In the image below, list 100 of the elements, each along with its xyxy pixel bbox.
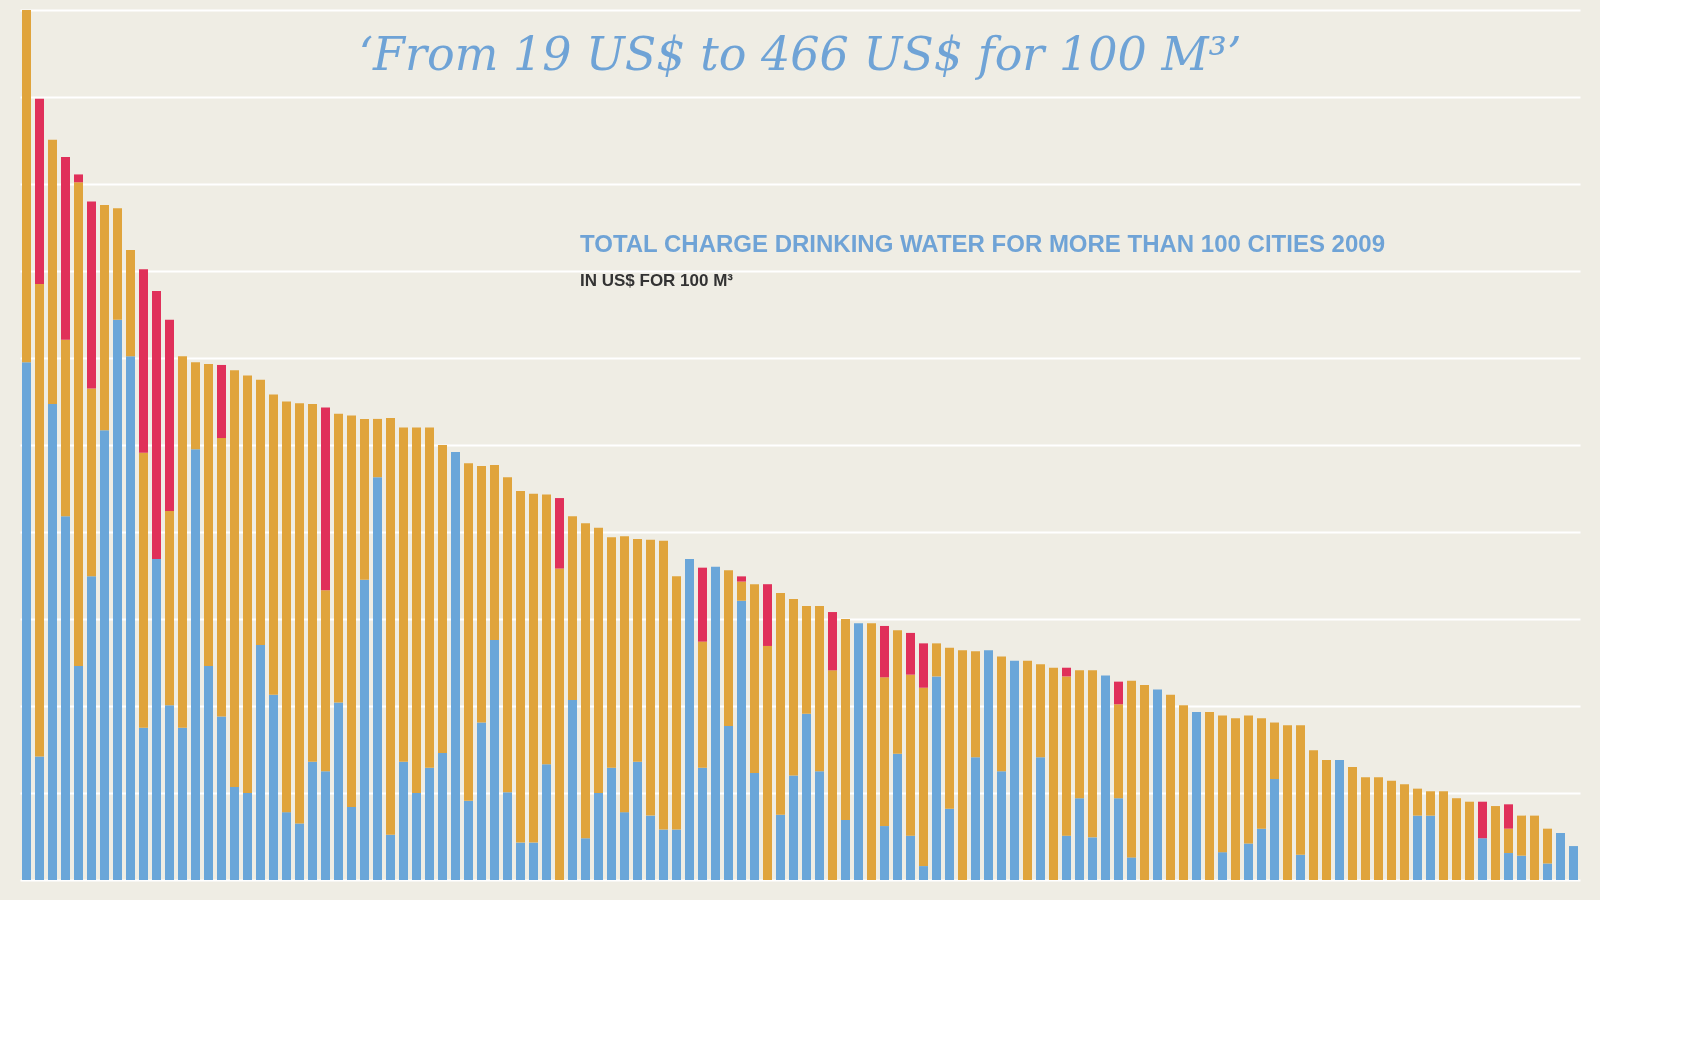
bar xyxy=(1413,815,1422,880)
bar xyxy=(802,605,811,714)
bar xyxy=(321,407,330,591)
bar xyxy=(191,362,200,450)
bar xyxy=(672,829,681,880)
bar xyxy=(1517,855,1526,880)
bar xyxy=(1205,712,1214,880)
bar xyxy=(1283,725,1292,880)
bar xyxy=(737,576,746,582)
bar xyxy=(1192,712,1201,880)
bar xyxy=(22,10,31,363)
bar xyxy=(932,676,941,880)
bar xyxy=(945,808,954,880)
bar xyxy=(724,726,733,880)
bar xyxy=(35,98,44,285)
bar xyxy=(919,643,928,688)
bar xyxy=(87,388,96,577)
bar xyxy=(386,418,395,835)
bar xyxy=(321,590,330,772)
bar xyxy=(1075,798,1084,880)
bar xyxy=(126,250,135,357)
bar xyxy=(906,835,915,880)
bar xyxy=(633,538,642,762)
bar xyxy=(1166,694,1175,880)
bar xyxy=(308,404,317,762)
bar xyxy=(958,650,967,880)
bar xyxy=(269,694,278,880)
bar xyxy=(828,670,837,880)
bar xyxy=(425,767,434,880)
bar xyxy=(594,793,603,880)
bar xyxy=(698,567,707,642)
bar xyxy=(854,623,863,880)
bar xyxy=(386,834,395,880)
bar xyxy=(1400,784,1409,880)
bar xyxy=(282,812,291,880)
bar xyxy=(178,356,187,728)
bar xyxy=(74,174,83,183)
bar xyxy=(438,445,447,753)
bar xyxy=(165,511,174,706)
annotation: TOTAL CHARGE DRINKING WATER FOR MORE THAN 100 CITIES 2009 xyxy=(580,230,1385,257)
bar xyxy=(867,623,876,880)
bar xyxy=(256,379,265,646)
bar xyxy=(399,761,408,880)
bar xyxy=(1465,801,1474,880)
bar xyxy=(529,842,538,880)
annotation: IN US$ FOR 100 M³ xyxy=(580,271,734,290)
bar xyxy=(1504,804,1513,829)
bar xyxy=(698,641,707,768)
bar xyxy=(464,800,473,880)
bar xyxy=(893,630,902,754)
bar xyxy=(932,643,941,677)
bar xyxy=(1140,685,1149,880)
bar xyxy=(750,584,759,773)
bar xyxy=(35,756,44,880)
bar xyxy=(997,656,1006,772)
bar xyxy=(893,753,902,880)
bar xyxy=(1309,750,1318,880)
bar xyxy=(503,477,512,793)
bar xyxy=(1335,759,1344,880)
bar xyxy=(477,465,486,723)
bar xyxy=(555,568,564,880)
bar xyxy=(35,284,44,757)
bar xyxy=(1504,853,1513,880)
bar xyxy=(1426,791,1435,816)
bar xyxy=(1127,680,1136,858)
bar xyxy=(113,319,122,880)
bar xyxy=(204,665,213,880)
bar xyxy=(217,716,226,880)
bar xyxy=(984,650,993,880)
bar xyxy=(334,702,343,880)
bar xyxy=(1439,791,1448,880)
bar xyxy=(1296,854,1305,880)
bar xyxy=(1127,857,1136,880)
bar xyxy=(659,540,668,830)
bar xyxy=(1244,843,1253,880)
bar xyxy=(282,401,291,813)
bar xyxy=(48,139,57,405)
bar xyxy=(1023,660,1032,880)
bar xyxy=(230,786,239,880)
bar xyxy=(1218,852,1227,880)
bar xyxy=(906,674,915,836)
bar xyxy=(464,463,473,801)
bar xyxy=(1478,838,1487,880)
bar xyxy=(269,394,278,695)
bar xyxy=(1491,806,1500,880)
bar xyxy=(906,632,915,675)
bar xyxy=(1504,828,1513,854)
bar xyxy=(1062,835,1071,880)
bar xyxy=(880,826,889,880)
bar xyxy=(1010,660,1019,880)
bar xyxy=(1426,815,1435,880)
bar xyxy=(529,493,538,843)
bar xyxy=(1088,837,1097,880)
bar xyxy=(672,576,681,830)
bar xyxy=(841,619,850,820)
bar xyxy=(100,430,109,880)
bar xyxy=(763,645,772,880)
bar xyxy=(1036,664,1045,758)
bar xyxy=(620,812,629,880)
bar xyxy=(100,204,109,431)
